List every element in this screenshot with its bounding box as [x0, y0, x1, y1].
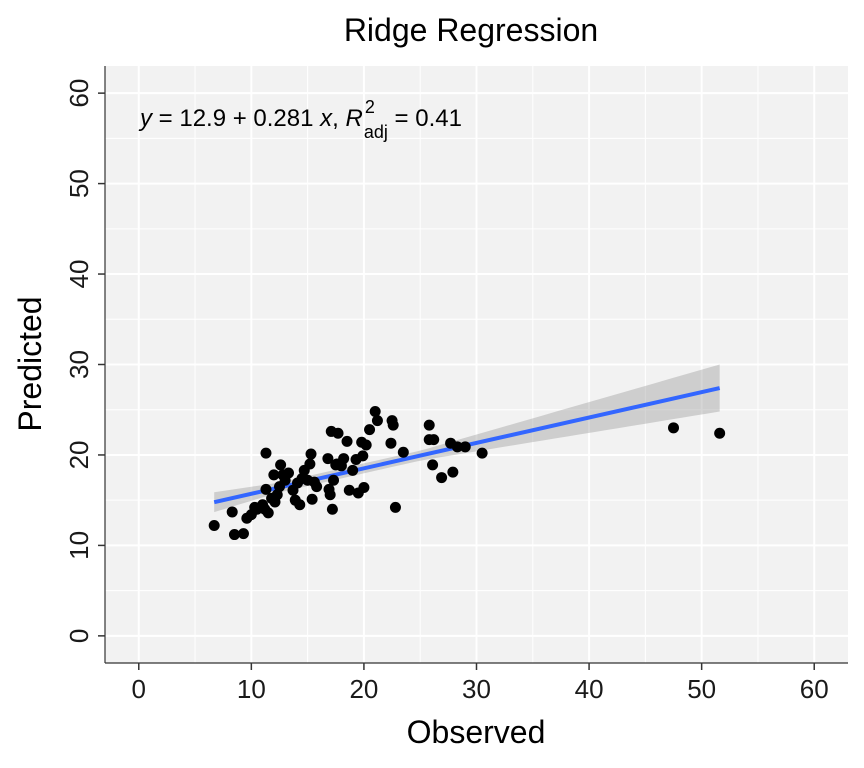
data-point: [714, 427, 726, 439]
x-tick-label: 30: [462, 674, 491, 704]
chart-title: Ridge Regression: [344, 12, 598, 48]
x-tick-label: 10: [237, 674, 266, 704]
r-squared-superscript: 2: [365, 97, 375, 117]
data-point: [364, 424, 376, 436]
data-point: [260, 447, 272, 459]
data-point: [305, 448, 317, 460]
r-squared-value: = 0.41: [388, 105, 462, 132]
data-point: [343, 484, 355, 496]
data-point: [397, 446, 409, 458]
data-point: [451, 441, 463, 453]
regression-equation-annotation: y = 12.9 + 0.281 x, R 2 adj = 0.41: [138, 97, 462, 142]
data-point: [262, 507, 274, 519]
data-point: [311, 481, 323, 493]
data-point: [436, 472, 448, 484]
y-tick-label: 0: [64, 629, 94, 643]
data-point: [326, 503, 338, 515]
y-tick-label: 40: [64, 260, 94, 289]
data-point: [268, 469, 280, 481]
data-point: [275, 459, 287, 471]
data-point: [332, 427, 344, 439]
y-tick-label: 10: [64, 531, 94, 560]
r-squared-subscript: adj: [364, 122, 388, 142]
y-tick-label: 60: [64, 79, 94, 108]
data-point: [668, 422, 680, 434]
data-point: [360, 439, 372, 451]
y-tick-label: 50: [64, 169, 94, 198]
data-point: [476, 447, 488, 459]
data-point: [304, 458, 316, 470]
data-point: [385, 437, 397, 449]
data-point: [347, 464, 359, 476]
data-point: [447, 466, 459, 478]
data-point: [371, 415, 383, 427]
x-tick-label: 20: [349, 674, 378, 704]
data-point: [389, 501, 401, 513]
data-point: [322, 453, 334, 465]
data-point: [427, 459, 439, 471]
data-point: [341, 435, 353, 447]
data-point: [282, 467, 294, 479]
data-point: [237, 528, 249, 540]
data-point: [260, 483, 272, 495]
y-tick-label: 30: [64, 350, 94, 379]
x-tick-label: 60: [800, 674, 829, 704]
y-axis-title: Predicted: [12, 296, 48, 431]
data-point: [328, 474, 340, 486]
x-axis-title: Observed: [407, 714, 546, 750]
x-tick-label: 0: [132, 674, 146, 704]
data-point: [208, 520, 220, 532]
x-tick-label: 40: [575, 674, 604, 704]
data-point: [306, 493, 318, 505]
data-point: [226, 506, 238, 518]
plot-panel: [104, 66, 848, 664]
data-point: [369, 406, 381, 418]
y-tick-label: 20: [64, 440, 94, 469]
data-point: [459, 441, 471, 453]
data-point: [387, 419, 399, 431]
data-point: [428, 434, 440, 446]
x-tick-label: 50: [687, 674, 716, 704]
data-point: [294, 499, 306, 511]
regression-annotation-layer: y = 12.9 + 0.281 x, R 2 adj = 0.41: [138, 97, 462, 142]
data-point: [228, 529, 240, 541]
data-point: [357, 450, 369, 462]
data-point: [324, 489, 336, 501]
data-point: [358, 482, 370, 494]
data-point: [338, 453, 350, 465]
data-point: [423, 419, 435, 431]
